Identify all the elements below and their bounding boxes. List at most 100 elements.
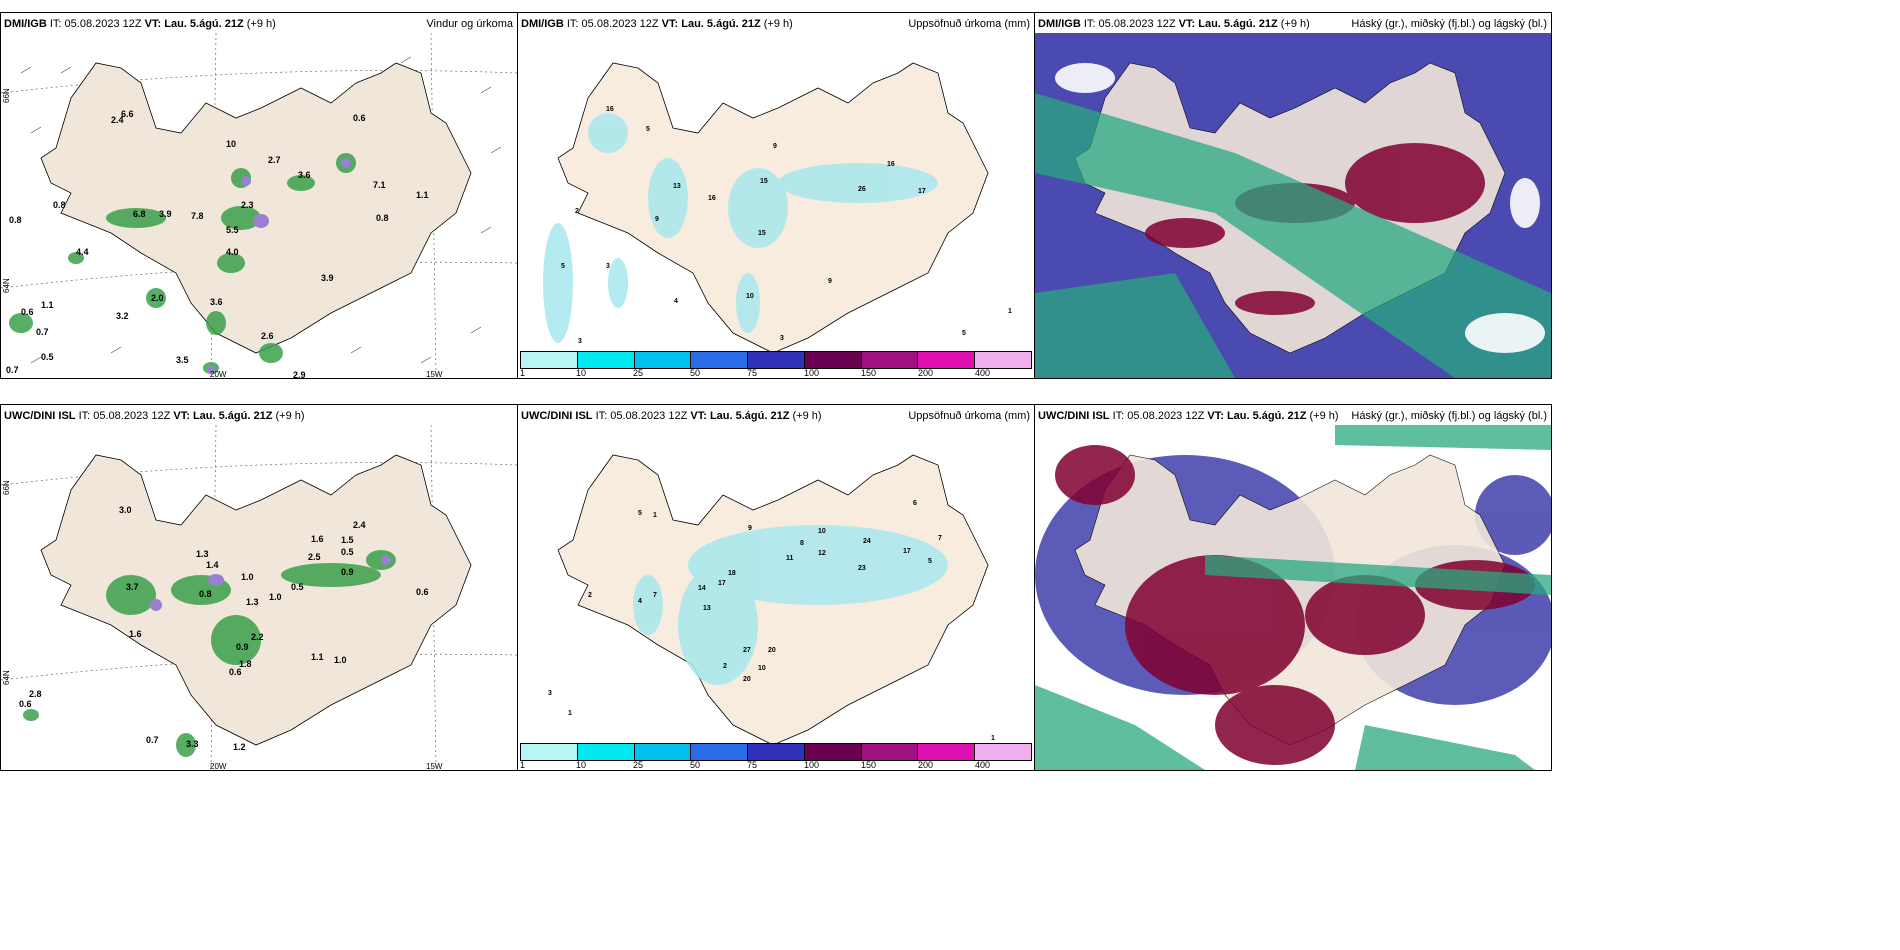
iceland-landmass [40, 454, 472, 746]
map-value: 10 [818, 528, 826, 535]
panel-header: DMI/IGB IT: 05.08.2023 12Z VT: Lau. 5.ág… [1038, 18, 1310, 30]
map-value: 10 [226, 139, 236, 149]
map-value-labels: 5.5 10 6.6 2.7 3.6 7.1 6.8 3.9 7.8 2.3 0… [6, 109, 429, 378]
map-value: 0.5 [41, 352, 54, 362]
colorbar-swatch [861, 352, 919, 368]
wind-barbs [20, 56, 502, 364]
map-value: 5 [646, 126, 650, 133]
map-value: 3.7 [126, 582, 139, 592]
graticule [1, 425, 517, 770]
map-value: 12 [818, 550, 826, 557]
colorbar-swatch [634, 352, 692, 368]
map-value: 2.7 [268, 155, 281, 165]
map-value: 0.8 [53, 200, 66, 210]
map-value: 1.1 [416, 190, 429, 200]
map-value: 7.8 [191, 211, 204, 221]
colorbar-swatch [577, 744, 635, 760]
map-value: 1.3 [196, 549, 209, 559]
colorbar-tick: 75 [747, 760, 758, 770]
map-value: 0.6 [19, 699, 32, 709]
precip-areas [543, 113, 938, 343]
map-value: 18 [728, 570, 736, 577]
map-value: 1.3 [246, 597, 259, 607]
map-value: 3.3 [186, 739, 199, 749]
colorbar-swatch [691, 352, 749, 368]
lat-label: 66N [2, 88, 11, 103]
map-value: 1.0 [269, 592, 282, 602]
colorbar-tick: 100 [804, 368, 820, 378]
map-value: 7 [938, 535, 942, 542]
map-value: 5 [928, 558, 932, 565]
colorbar-swatch [804, 744, 862, 760]
map-value: 0.8 [199, 589, 212, 599]
precip-cores [207, 158, 351, 374]
map-value: 6.8 [133, 209, 146, 219]
map-canvas: 5.5 10 6.6 2.7 3.6 7.1 6.8 3.9 7.8 2.3 0… [1, 33, 517, 378]
panel-title: Háský (gr.), miðský (fj.bl.) og lágský (… [1351, 18, 1547, 30]
graticule [1, 33, 517, 378]
lat-label: 66N [2, 480, 11, 495]
map-value: 2.5 [308, 552, 321, 562]
precip-blobs [23, 550, 396, 757]
map-value: 23 [858, 565, 866, 572]
lon-label: 20W [210, 762, 227, 770]
panel-title: Háský (gr.), miðský (fj.bl.) og lágský (… [1351, 410, 1547, 422]
colorbar-swatch [861, 744, 919, 760]
map-value: 1.0 [241, 572, 254, 582]
colorbar-swatch [748, 352, 805, 368]
map-value: 1.6 [129, 629, 142, 639]
colorbar-swatch [804, 352, 862, 368]
map-value: 0.6 [416, 587, 429, 597]
map-value: 24 [863, 538, 871, 545]
map-value: 9 [828, 278, 832, 285]
colorbar-swatch [691, 744, 749, 760]
colorbar-tick: 400 [975, 760, 991, 770]
map-value: 1.5 [341, 535, 354, 545]
map-value: 0.7 [6, 365, 19, 375]
map-value: 4 [638, 598, 642, 605]
map-value: 0.6 [353, 113, 366, 123]
map-value: 3 [548, 690, 552, 697]
colorbar-tick: 75 [747, 368, 758, 378]
colorbar-tick: 200 [918, 760, 934, 770]
map-value: 5 [638, 510, 642, 517]
map-value: 0.8 [376, 213, 389, 223]
map-value: 0.8 [9, 215, 22, 225]
map-value: 20 [743, 676, 751, 683]
map-value: 2 [588, 592, 592, 599]
map-value: 2.4 [353, 520, 366, 530]
map-value: 17 [918, 188, 926, 195]
colorbar-tick: 50 [690, 368, 701, 378]
panel-header: DMI/IGB IT: 05.08.2023 12Z VT: Lau. 5.ág… [4, 18, 276, 30]
map-value: 1 [568, 710, 572, 717]
map-value: 7 [653, 592, 657, 599]
map-value: 26 [858, 186, 866, 193]
map-value: 10 [758, 665, 766, 672]
map-value: 1.0 [334, 655, 347, 665]
clear-areas [1055, 63, 1545, 353]
lat-label: 64N [2, 670, 11, 685]
panel-title: Uppsöfnuð úrkoma (mm) [908, 410, 1030, 422]
colorbar-tick: 100 [804, 760, 820, 770]
map-value: 15 [760, 178, 768, 185]
map-value: 3.6 [298, 170, 311, 180]
map-value: 3.0 [119, 505, 132, 515]
high-cloud-band [1035, 425, 1551, 770]
colorbar-swatch [975, 744, 1032, 760]
colorbar-tick: 400 [975, 368, 991, 378]
map-value: 3.9 [159, 209, 172, 219]
panel-title: Uppsöfnuð úrkoma (mm) [908, 18, 1030, 30]
iceland-landmass [40, 62, 472, 354]
map-value: 16 [606, 106, 614, 113]
map-value: 16 [887, 161, 895, 168]
colorbar-swatch [521, 744, 578, 760]
colorbar-tick: 150 [861, 760, 877, 770]
colorbar-swatch [748, 744, 805, 760]
colorbar-swatch [577, 352, 635, 368]
map-value: 0.6 [21, 307, 34, 317]
map-value: 6.6 [121, 109, 134, 119]
precip-colorbar [520, 743, 1032, 761]
map-value: 0.7 [146, 735, 159, 745]
colorbar-tick: 150 [861, 368, 877, 378]
map-value: 3 [578, 338, 582, 345]
